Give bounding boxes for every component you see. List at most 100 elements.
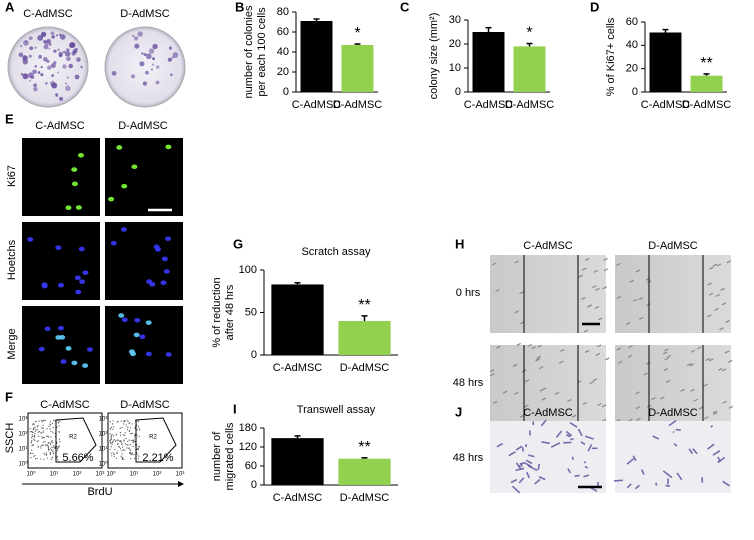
y-tick-label: 10 xyxy=(449,62,461,74)
event xyxy=(43,437,46,439)
event xyxy=(121,458,123,461)
migrated-cell xyxy=(496,442,503,448)
y-axis-label: number of xyxy=(211,431,223,481)
event xyxy=(115,457,117,459)
colony xyxy=(53,49,57,53)
cell xyxy=(495,288,500,292)
colony xyxy=(33,83,38,88)
column-label: D-AdMSC xyxy=(118,120,168,132)
event xyxy=(128,430,130,432)
event xyxy=(38,430,41,433)
event xyxy=(137,420,139,422)
colony xyxy=(150,68,153,71)
migrated-cell xyxy=(692,448,698,455)
colony xyxy=(134,43,140,49)
cell xyxy=(587,304,592,308)
event xyxy=(36,440,38,442)
migrated-cell xyxy=(508,451,516,457)
event xyxy=(31,431,33,433)
event xyxy=(54,432,56,435)
significance: ** xyxy=(700,55,712,72)
colony xyxy=(40,66,43,69)
x-tick-label: C-AdMSC xyxy=(273,362,323,374)
colony xyxy=(40,73,44,77)
event xyxy=(129,432,131,435)
event xyxy=(123,420,125,422)
cell xyxy=(664,357,669,361)
row-label: Merge xyxy=(6,328,18,359)
row-label: 48 hrs xyxy=(453,377,484,389)
y-tick-label: 20 xyxy=(449,38,461,50)
cell xyxy=(578,274,583,278)
event xyxy=(138,435,140,438)
cell xyxy=(513,391,519,395)
event xyxy=(128,423,130,425)
migrated-cell xyxy=(574,474,580,477)
colony xyxy=(34,46,37,49)
cell xyxy=(662,351,668,355)
event xyxy=(56,456,59,458)
column-label: C-AdMSC xyxy=(23,8,73,20)
event xyxy=(35,420,37,422)
event xyxy=(34,454,36,457)
migrated-cell xyxy=(538,476,546,481)
event xyxy=(57,447,59,450)
nucleus xyxy=(65,205,72,211)
event xyxy=(42,431,44,433)
event xyxy=(124,420,126,423)
migrated-cell xyxy=(521,446,525,452)
x-tick-label: D-AdMSC xyxy=(333,99,383,111)
event xyxy=(126,444,128,446)
event xyxy=(53,446,55,448)
colony xyxy=(111,70,117,76)
micrograph xyxy=(615,255,731,333)
event xyxy=(37,431,39,433)
event xyxy=(113,453,115,455)
migrated-cell xyxy=(526,471,531,479)
cell xyxy=(635,391,640,395)
cell xyxy=(584,349,590,353)
migrated-cell xyxy=(665,484,671,488)
cell xyxy=(705,357,711,361)
nucleus xyxy=(131,164,138,170)
event xyxy=(52,446,54,448)
event xyxy=(44,419,46,422)
colony xyxy=(66,76,69,79)
x-tick-label: 10¹ xyxy=(50,472,59,478)
migrated-cell xyxy=(565,434,571,438)
event xyxy=(137,458,139,460)
event xyxy=(45,453,48,456)
event xyxy=(128,447,130,450)
event xyxy=(29,431,31,433)
nucleus xyxy=(71,167,78,172)
dish-image xyxy=(104,26,186,108)
colony xyxy=(59,96,64,101)
cell xyxy=(629,279,635,283)
nucleus xyxy=(130,351,137,357)
nucleus xyxy=(38,346,45,352)
event xyxy=(123,440,125,442)
cell xyxy=(489,373,495,377)
percent-label: 5.66% xyxy=(62,452,93,464)
cell xyxy=(643,372,648,376)
event xyxy=(31,444,33,447)
cell xyxy=(698,406,704,410)
panel-letter: H xyxy=(455,236,464,251)
cell xyxy=(535,358,540,362)
colony xyxy=(28,36,33,41)
migrated-cell xyxy=(515,467,525,472)
event xyxy=(49,428,51,430)
cell xyxy=(597,402,602,407)
cell xyxy=(716,263,722,267)
cell xyxy=(724,350,730,354)
migrated-cell xyxy=(540,419,547,427)
event xyxy=(112,420,114,422)
event xyxy=(134,434,136,437)
colony xyxy=(44,40,49,45)
cell xyxy=(707,314,712,318)
event xyxy=(33,456,35,458)
cell xyxy=(714,307,719,311)
migrated-cell xyxy=(525,459,533,465)
significance: ** xyxy=(358,439,370,456)
nucleus xyxy=(75,289,82,295)
